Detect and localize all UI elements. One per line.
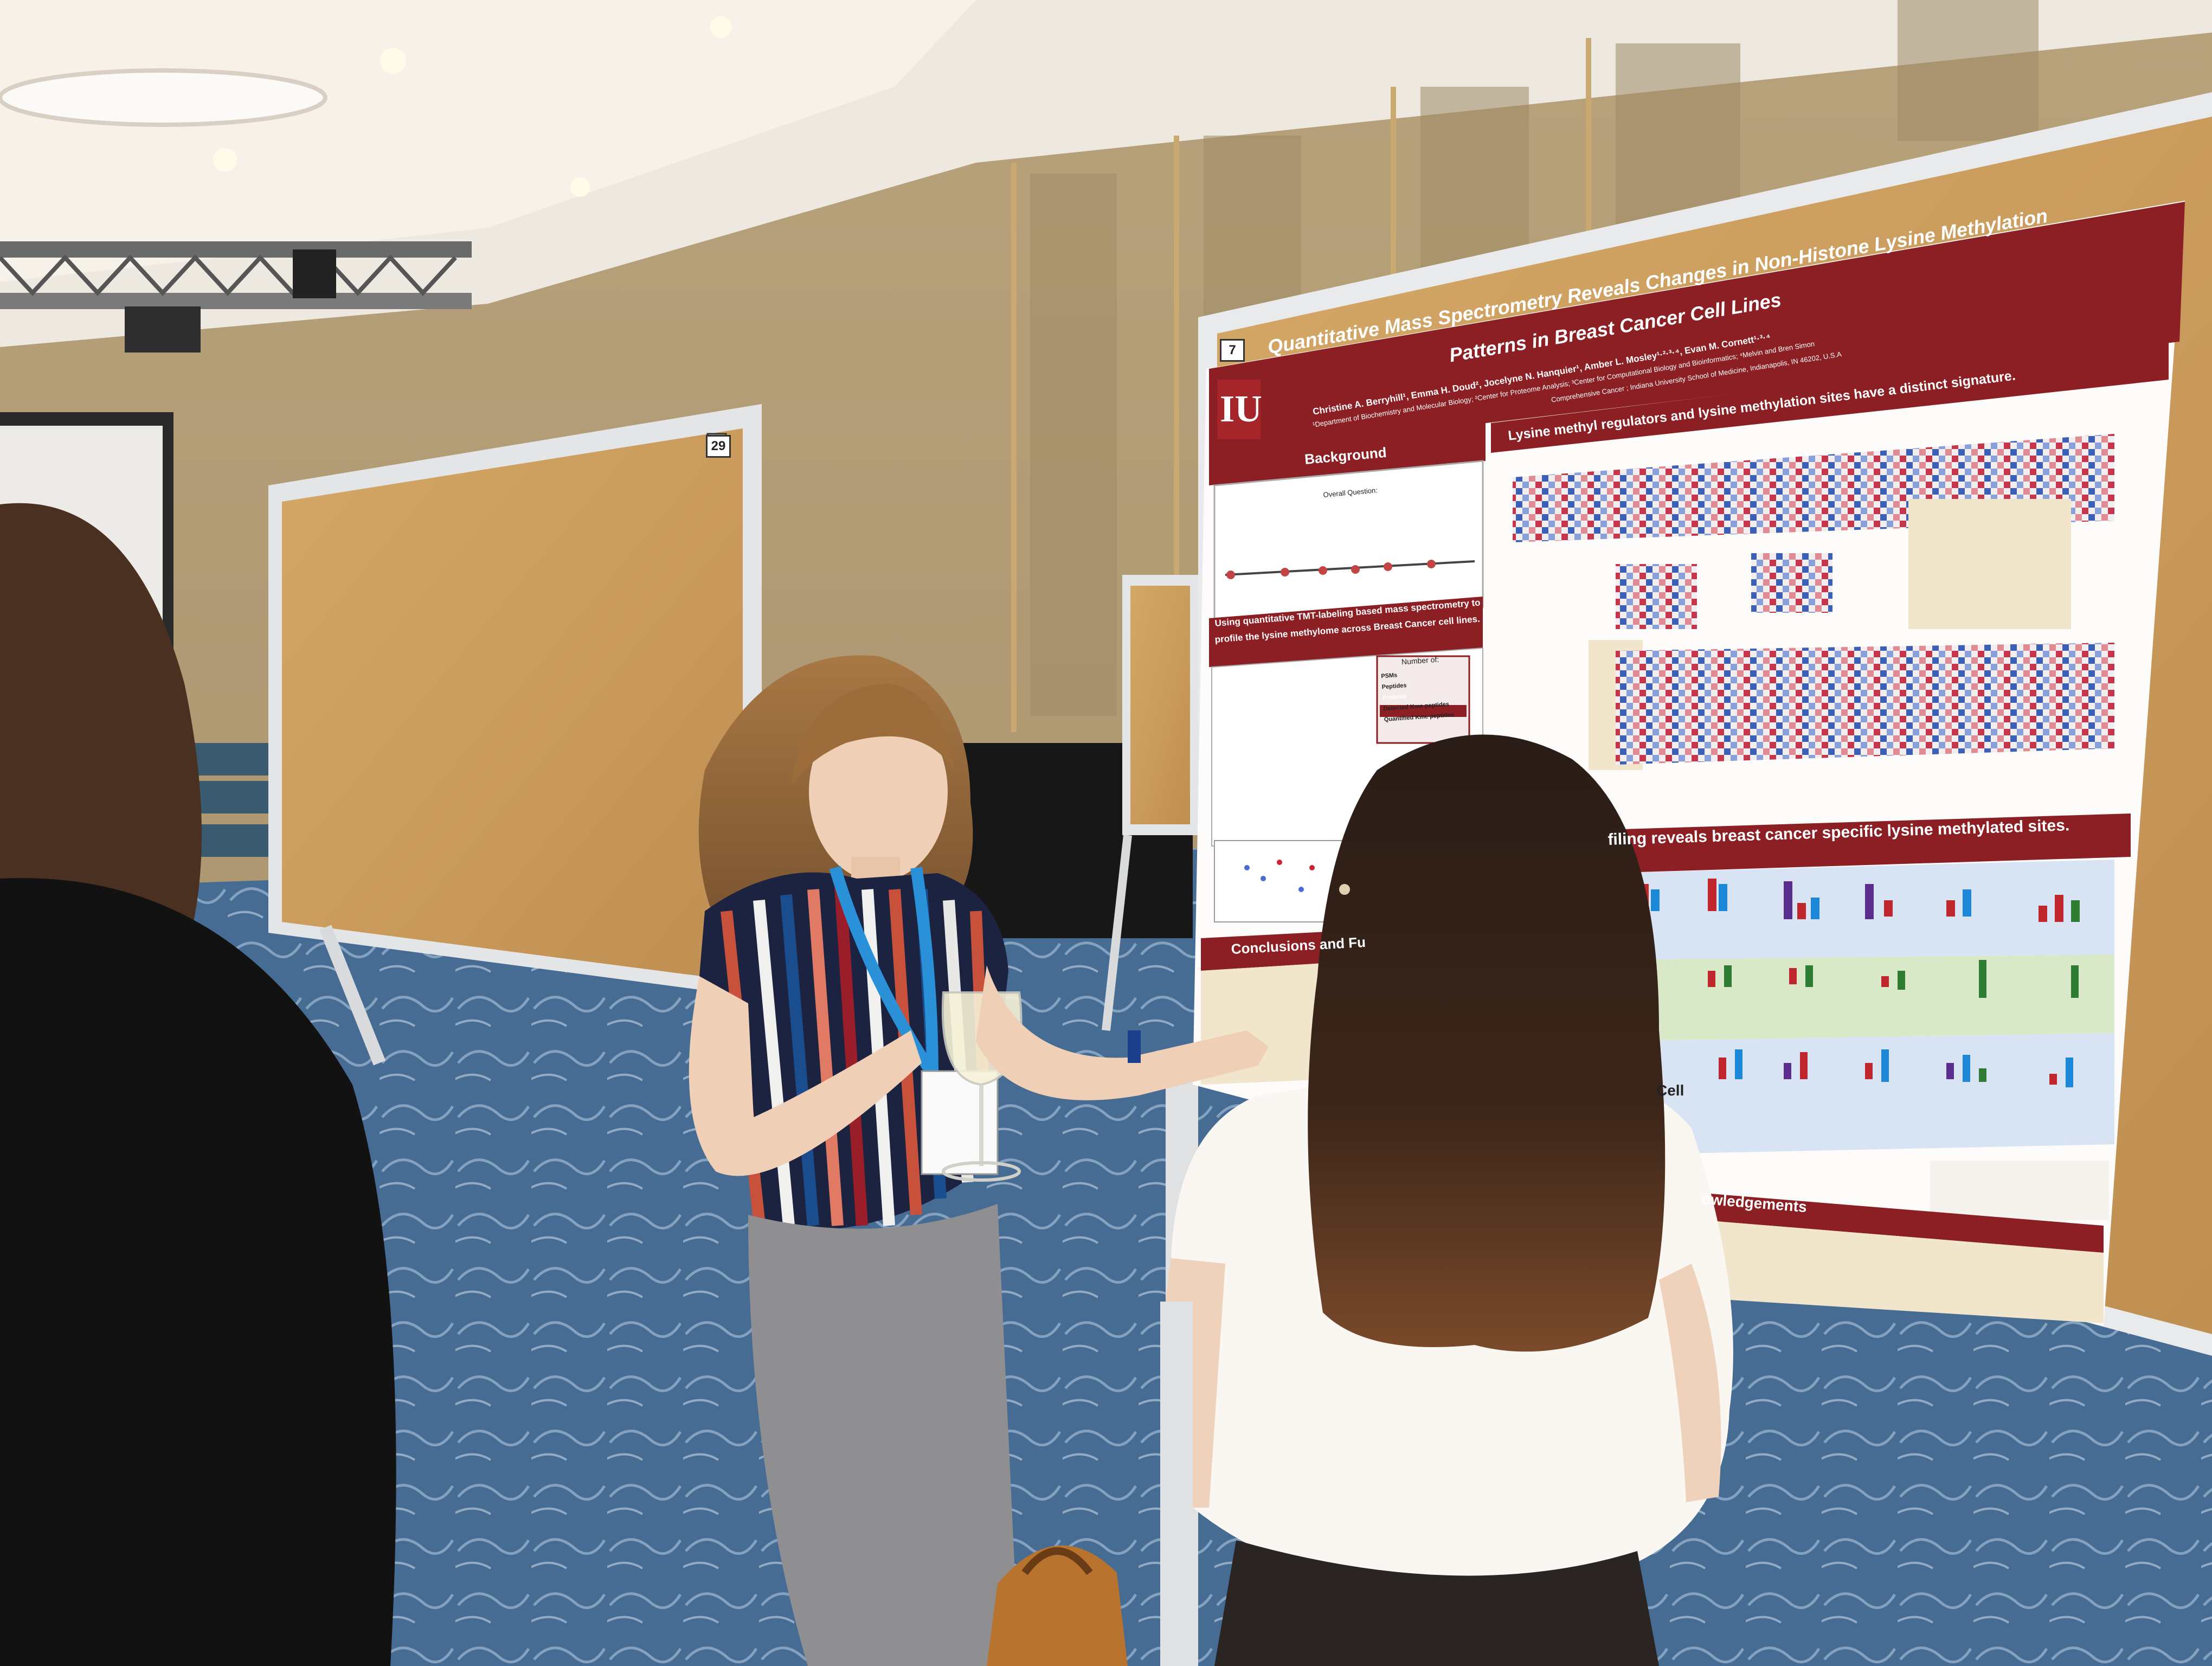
back-cork-board xyxy=(268,404,762,1119)
results-table: PSMs Peptides Proteins Detected Kme pept… xyxy=(1381,665,1466,725)
handbag xyxy=(987,1545,1128,1666)
presenter xyxy=(689,655,1269,1666)
poster-logo: IU xyxy=(1220,388,1262,430)
visitor-back xyxy=(1160,734,1733,1666)
person-left-edge xyxy=(0,503,396,1666)
cell-label: Cell xyxy=(1656,1082,1684,1099)
board-number-front: 7 xyxy=(1220,339,1245,362)
board-number-back: 29 xyxy=(706,435,731,458)
